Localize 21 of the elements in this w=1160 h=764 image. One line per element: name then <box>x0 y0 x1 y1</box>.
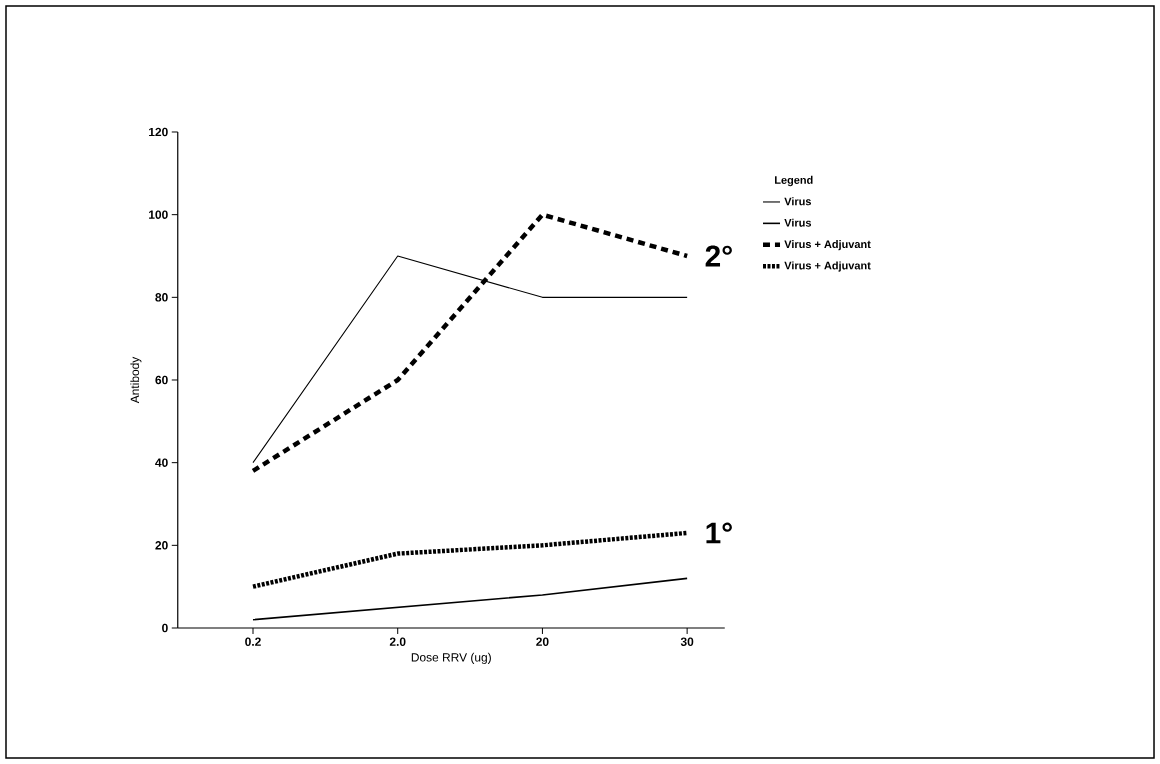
x-tick-label: 20 <box>536 637 549 646</box>
annotation: 2° <box>705 245 732 267</box>
y-tick-label: 20 <box>155 541 168 550</box>
x-tick-label: 30 <box>680 637 694 646</box>
x-axis-title: Dose RRV (ug) <box>411 652 491 664</box>
legend-label: Virus + Adjuvant <box>784 240 871 251</box>
line-series <box>250 212 690 474</box>
y-tick-label: 0 <box>162 623 168 633</box>
legend-label: Virus + Adjuvant <box>784 261 871 272</box>
annotation: 1° <box>706 522 732 544</box>
legend-label: Virus <box>784 218 812 227</box>
y-tick-label: 100 <box>149 210 168 219</box>
y-tick-label: 40 <box>155 458 168 467</box>
legend-label: Virus <box>784 197 812 206</box>
y-tick-label: 60 <box>155 375 168 385</box>
x-tick-label: 2.0 <box>389 637 406 646</box>
y-tick-label: 120 <box>149 127 168 137</box>
y-axis-title: Antibody <box>130 356 142 404</box>
legend-title: Legend <box>775 175 813 187</box>
x-tick-label: 0.2 <box>245 637 261 646</box>
y-tick-label: 80 <box>155 293 168 302</box>
